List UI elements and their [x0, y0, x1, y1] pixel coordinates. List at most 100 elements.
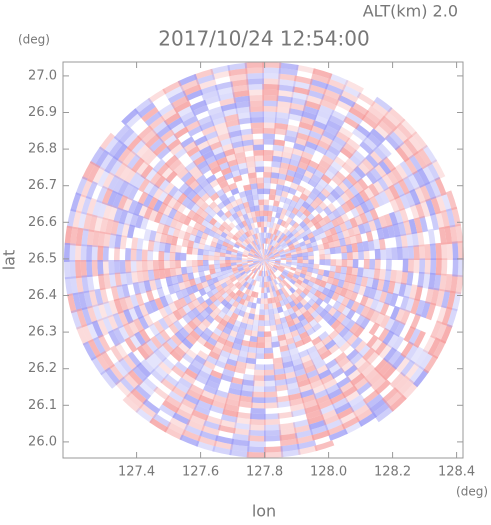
- radar-cell: [206, 336, 218, 347]
- radar-cell: [299, 298, 308, 307]
- radar-cell: [277, 268, 284, 273]
- radar-cell: [395, 356, 411, 374]
- radar-cell: [117, 194, 129, 211]
- radar-cell: [97, 334, 111, 353]
- radar-cell: [108, 260, 115, 275]
- radar-cell: [288, 271, 295, 277]
- radar-cell: [264, 255, 268, 260]
- radar-cell: [192, 247, 199, 255]
- radar-cell: [359, 294, 369, 307]
- radar-cell: [296, 265, 303, 270]
- radar-cell: [162, 133, 178, 148]
- radar-cell: [315, 164, 328, 175]
- radar-cell: [311, 336, 323, 346]
- radar-cell: [276, 245, 283, 251]
- radar-cell: [188, 278, 197, 288]
- radar-cell: [262, 127, 276, 134]
- radar-cell: [302, 224, 310, 232]
- radar-cell: [321, 408, 339, 421]
- radar-cell: [213, 255, 220, 261]
- radar-cell: [125, 271, 133, 286]
- radar-cell: [175, 260, 182, 269]
- radar-cell: [237, 117, 252, 125]
- radar-cell: [66, 208, 77, 229]
- radar-cell: [378, 237, 386, 250]
- radar-cell: [284, 371, 297, 380]
- radar-cell: [407, 258, 415, 273]
- radar-cell: [294, 429, 314, 439]
- radar-cell: [369, 195, 380, 209]
- radar-cell: [248, 313, 255, 320]
- radar-cell: [254, 253, 260, 258]
- radar-cell: [174, 330, 187, 343]
- radar-cell: [364, 110, 382, 126]
- radar-cell: [120, 235, 128, 250]
- radar-cell: [263, 210, 269, 217]
- radar-cell: [265, 281, 270, 288]
- radar-cell: [103, 136, 120, 155]
- radar-cell: [214, 251, 221, 257]
- radar-cell: [264, 385, 277, 393]
- radar-cell: [278, 275, 284, 282]
- radar-cell: [291, 276, 298, 283]
- radar-cell: [341, 252, 348, 260]
- radar-cell: [302, 278, 310, 285]
- radar-cell: [366, 350, 380, 365]
- radar-cell: [139, 403, 158, 419]
- radar-cell: [172, 412, 191, 426]
- radar-cell: [243, 329, 253, 336]
- radar-cell: [328, 114, 345, 127]
- radar-cell: [262, 105, 278, 113]
- radar-cell: [147, 184, 160, 198]
- radar-cell: [203, 244, 211, 251]
- radar-cell: [267, 252, 273, 257]
- radar-cell: [165, 85, 185, 99]
- radar-cell: [181, 238, 189, 248]
- radar-cell: [215, 228, 223, 236]
- radar-cell: [233, 95, 250, 104]
- radar-cell: [242, 264, 249, 268]
- radar-cell: [262, 100, 278, 107]
- y-tick-label: 26.3: [28, 325, 57, 340]
- radar-cell: [446, 208, 456, 228]
- radar-cell: [261, 281, 265, 288]
- radar-cell: [189, 383, 205, 396]
- radar-cell: [266, 221, 271, 228]
- radar-cell: [302, 322, 313, 332]
- radar-cell: [241, 272, 248, 278]
- radar-cell: [264, 260, 270, 263]
- radar-cell: [199, 145, 213, 156]
- radar-cell: [161, 357, 176, 371]
- radar-cell: [191, 409, 209, 421]
- radar-cell: [235, 332, 245, 340]
- radar-cell: [286, 259, 292, 263]
- radar-cell: [214, 359, 227, 369]
- radar-cell: [235, 210, 243, 218]
- radar-cell: [277, 247, 284, 252]
- radar-cell: [323, 124, 339, 137]
- radar-cell: [286, 169, 297, 178]
- radar-cell: [269, 188, 277, 195]
- radar-cell: [263, 182, 271, 189]
- radar-cell: [283, 366, 296, 374]
- radar-cell: [265, 249, 269, 255]
- radar-cell: [279, 265, 285, 270]
- radar-cell: [417, 271, 425, 288]
- radar-cell: [194, 277, 202, 286]
- radar-cell: [143, 181, 155, 196]
- radar-cell: [355, 303, 366, 315]
- radar-cell: [248, 278, 254, 284]
- radar-cell: [376, 119, 394, 136]
- radar-cell: [366, 393, 384, 409]
- radar-cell: [128, 171, 142, 187]
- radar-cell: [274, 243, 280, 249]
- radar-cell: [414, 349, 429, 368]
- radar-cell: [374, 340, 388, 356]
- radar-cell: [253, 369, 266, 376]
- radar-cell: [233, 271, 241, 277]
- radar-cell: [239, 390, 254, 398]
- radar-cell: [325, 383, 341, 395]
- radar-cell: [403, 138, 419, 156]
- radar-cell: [264, 258, 270, 260]
- radar-cell: [308, 130, 323, 141]
